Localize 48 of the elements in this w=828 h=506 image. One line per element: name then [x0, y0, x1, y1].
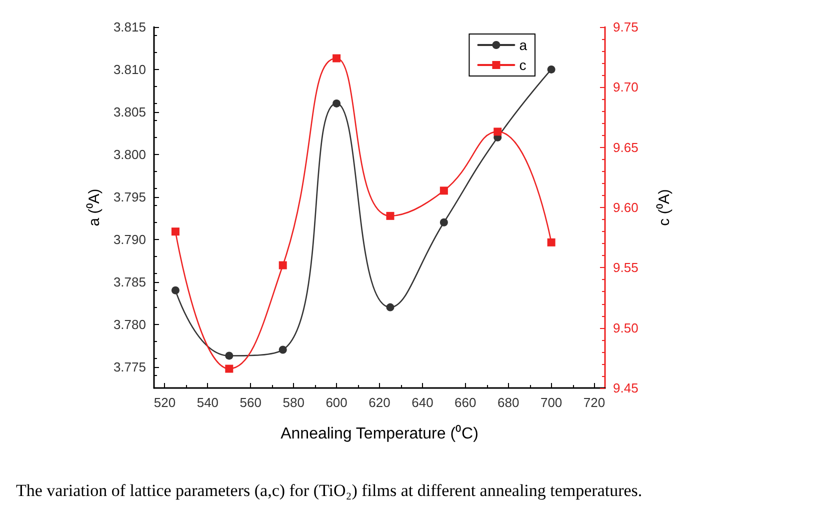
- y-tick-label: 3.775: [113, 359, 146, 374]
- y2-tick-label: 9.50: [613, 320, 638, 336]
- x-tick-label: 640: [412, 395, 434, 410]
- x-tick-label: 520: [154, 395, 176, 410]
- y-tick-label: 3.800: [113, 146, 146, 162]
- x-tick-label: 600: [326, 395, 348, 410]
- text: The variation of lattice parameters (a,c) for (TiO₂) films at different annealing temperatures.: [16, 481, 642, 500]
- x-tick-label: 580: [282, 395, 304, 410]
- point: [225, 352, 234, 360]
- legend-label: c: [519, 57, 526, 73]
- y-tick-label: 3.780: [113, 316, 146, 332]
- point: [171, 228, 180, 236]
- y2-axis-title: c (⁰A): [656, 189, 673, 226]
- x-tick-label: 540: [196, 395, 219, 410]
- x-tick-label: 720: [583, 395, 606, 410]
- y-tick-label: 3.810: [113, 62, 146, 77]
- legend-label: a: [519, 37, 528, 53]
- y-tick-label: 3.785: [113, 274, 146, 290]
- point: [386, 212, 394, 220]
- point: [547, 238, 556, 246]
- x-tick-label: 560: [240, 395, 262, 410]
- y-tick-label: 3.790: [113, 232, 146, 247]
- x-tick-label: 700: [540, 395, 562, 410]
- y2-tick-label: 9.65: [613, 140, 638, 155]
- point: [547, 65, 556, 74]
- y-tick-label: 3.795: [113, 189, 146, 204]
- y-axis-title: a (⁰A): [86, 188, 103, 226]
- y2-tick-label: 9.45: [613, 380, 638, 396]
- x-tick-label: 680: [498, 395, 520, 410]
- y2-tick-label: 9.60: [613, 200, 638, 215]
- point: [332, 54, 341, 62]
- point: [171, 286, 180, 294]
- x-axis-title: Annealing Temperature (⁰C): [280, 424, 478, 442]
- point: [278, 346, 287, 354]
- y2-tick-label: 9.75: [613, 20, 638, 34]
- y2-tick-label: 9.70: [613, 80, 638, 95]
- point: [440, 186, 448, 195]
- point: [386, 303, 394, 312]
- y-tick-label: 3.815: [113, 20, 146, 34]
- x-tick-label: 620: [368, 395, 390, 410]
- point: [494, 128, 502, 136]
- point: [278, 261, 287, 270]
- x-tick-label: 660: [454, 395, 476, 410]
- y-tick-label: 3.805: [113, 104, 146, 120]
- point: [225, 364, 234, 373]
- point: [332, 99, 341, 108]
- point: [440, 218, 448, 226]
- y2-tick-label: 9.55: [613, 260, 638, 276]
